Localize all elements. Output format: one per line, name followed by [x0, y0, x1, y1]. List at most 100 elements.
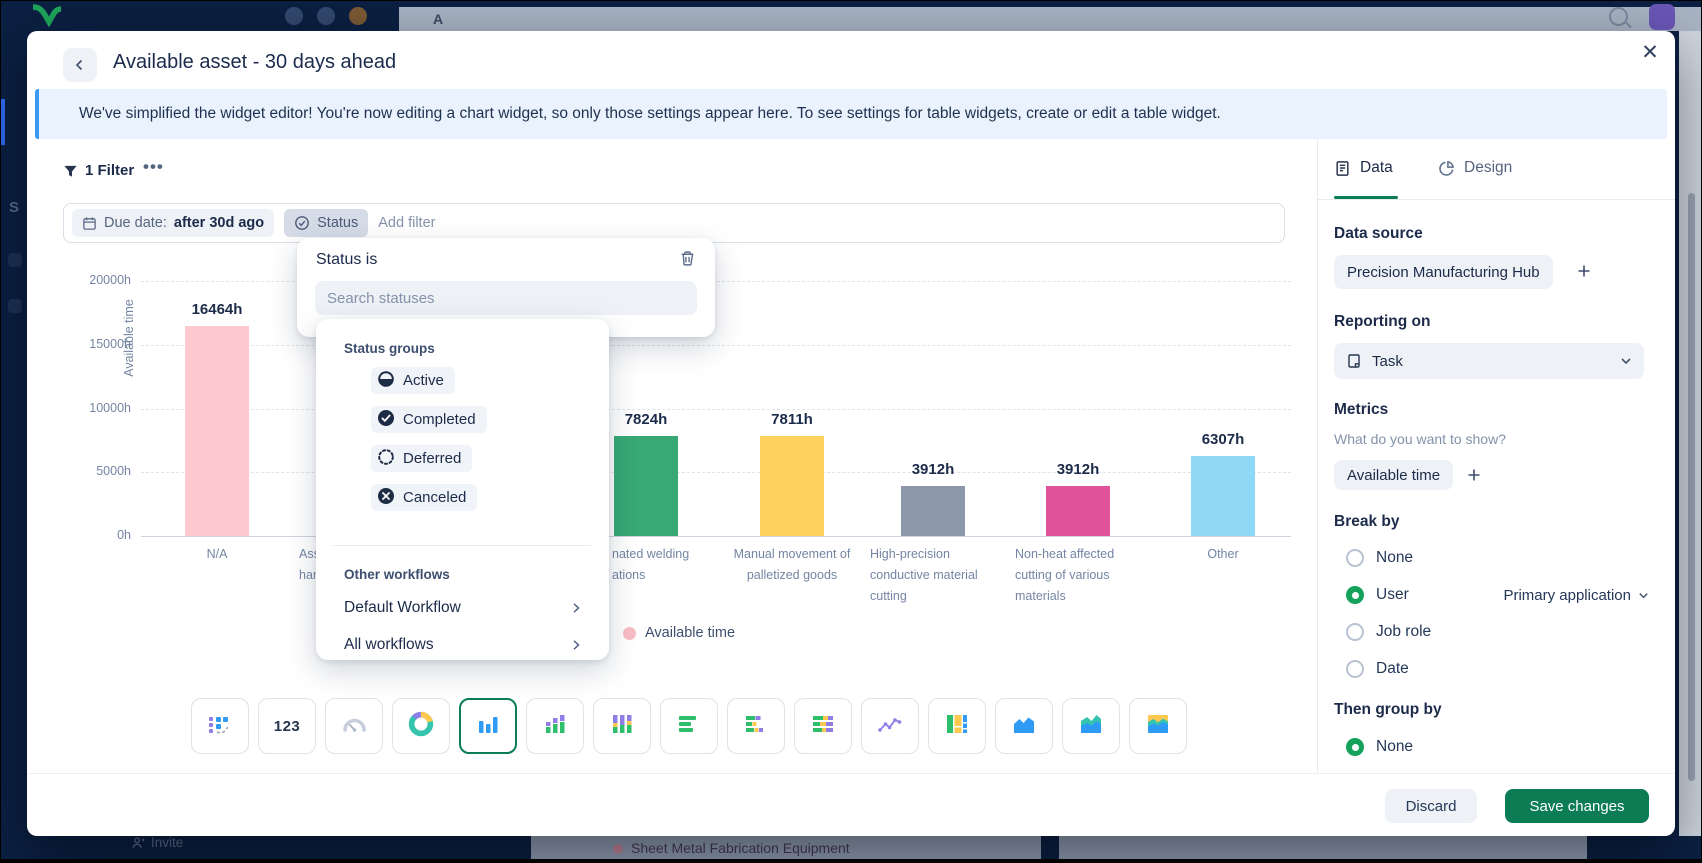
data-source-heading: Data source: [1334, 225, 1423, 242]
add-data-source-button[interactable]: [1573, 260, 1595, 282]
radio-selected-icon[interactable]: [1346, 738, 1364, 756]
discard-button[interactable]: Discard: [1385, 789, 1477, 823]
tab-design[interactable]: Design: [1438, 159, 1512, 177]
bar-value-label: 16464h: [191, 301, 243, 318]
bar[interactable]: [1191, 456, 1255, 536]
chart-type-donut[interactable]: [392, 698, 450, 754]
bar[interactable]: [185, 326, 249, 536]
status-option-active[interactable]: Active: [371, 367, 455, 394]
chart-type-column-stacked[interactable]: [526, 698, 584, 754]
sidebar-divider: [1317, 139, 1318, 773]
x-axis-label: palletized goods: [746, 568, 838, 582]
calendar-icon: [83, 216, 96, 230]
user-field-select[interactable]: Primary application: [1503, 587, 1649, 604]
break-by-option-date[interactable]: Date: [1346, 660, 1649, 678]
x-axis-label: conductive material: [870, 568, 978, 582]
workflow-item[interactable]: All workflows: [344, 636, 582, 654]
x-axis-label: cutting of various: [1015, 568, 1110, 582]
add-metric-button[interactable]: [1463, 464, 1485, 486]
chevron-down-icon: [1621, 358, 1631, 365]
table-chart-icon: [205, 709, 235, 744]
chart-type-line[interactable]: [861, 698, 919, 754]
status-option-canceled[interactable]: Canceled: [371, 484, 478, 511]
bar[interactable]: [1046, 486, 1110, 536]
status-filter-chip[interactable]: Status: [284, 209, 369, 237]
x-axis-line: [141, 536, 1291, 537]
x-axis-label: Other: [1207, 547, 1239, 561]
then-group-by-option-none[interactable]: None: [1346, 738, 1649, 756]
status-canceled-icon: [377, 487, 395, 509]
back-button[interactable]: [63, 48, 97, 82]
bar-value-label: 7824h: [624, 411, 668, 428]
break-by-option-user[interactable]: User Primary application: [1346, 586, 1649, 604]
chart-type-bar[interactable]: [660, 698, 718, 754]
radio-icon[interactable]: [1346, 549, 1364, 567]
status-option-completed[interactable]: Completed: [371, 406, 487, 433]
radio-selected-icon[interactable]: [1346, 586, 1364, 604]
chart-type-mekko[interactable]: [928, 698, 986, 754]
more-options-icon[interactable]: •••: [143, 157, 164, 176]
info-banner: We've simplified the widget editor! You'…: [35, 89, 1667, 139]
chart-type-column-full[interactable]: [593, 698, 651, 754]
status-deferred-icon: [377, 448, 395, 470]
x-axis-label: N/A: [206, 547, 228, 561]
scrollbar-thumb[interactable]: [1688, 193, 1695, 781]
data-source-chip[interactable]: Precision Manufacturing Hub: [1334, 255, 1553, 289]
page-title: Available asset - 30 days ahead: [113, 51, 397, 73]
search-statuses-input[interactable]: [315, 281, 697, 315]
filter-funnel-icon: [63, 164, 78, 184]
bar-value-label: 6307h: [1201, 431, 1245, 448]
trash-icon[interactable]: [679, 250, 696, 272]
status-option-deferred[interactable]: Deferred: [371, 445, 473, 472]
chevron-left-icon: [75, 59, 83, 71]
chart-type-number[interactable]: 123: [258, 698, 316, 754]
bar[interactable]: [614, 436, 678, 536]
help-icon: [317, 7, 335, 25]
active-tab-underline: [1334, 196, 1398, 199]
avatar: [1649, 4, 1675, 30]
area-chart-icon: [1009, 709, 1039, 744]
background-topbar: [399, 7, 1701, 31]
area-stacked-chart-icon: [1076, 709, 1106, 744]
break-by-option-job-role[interactable]: Job role: [1346, 623, 1649, 641]
add-filter-button[interactable]: Add filter: [378, 215, 436, 231]
workflow-item[interactable]: Default Workflow: [344, 599, 582, 617]
break-by-option-none[interactable]: None: [1346, 549, 1649, 567]
chart-type-area[interactable]: [995, 698, 1053, 754]
reporting-on-select[interactable]: Task: [1334, 343, 1644, 379]
widget-editor-modal: Available asset - 30 days ahead ✕ We've …: [27, 31, 1675, 836]
x-axis-label: High-precision: [870, 547, 950, 561]
chart-type-bar-full[interactable]: [794, 698, 852, 754]
tabs-border: [1317, 199, 1675, 200]
screen-edge: [1, 859, 1701, 862]
invite-button: Invite: [131, 835, 183, 850]
radio-icon[interactable]: [1346, 623, 1364, 641]
bar-value-label: 3912h: [1056, 461, 1100, 478]
sidebar-icon: [8, 253, 22, 267]
radio-icon[interactable]: [1346, 660, 1364, 678]
x-axis-label: ations: [612, 568, 646, 582]
due-date-filter-chip[interactable]: Due date: after 30d ago: [72, 209, 275, 237]
sidebar-icon: [8, 299, 22, 313]
chart-type-area-full[interactable]: [1129, 698, 1187, 754]
tab-data[interactable]: Data: [1334, 159, 1393, 177]
chart-type-bar-stacked[interactable]: [727, 698, 785, 754]
status-active-icon: [377, 370, 395, 392]
chart-type-column[interactable]: [459, 698, 517, 754]
y-tick-label: 20000h: [89, 273, 131, 287]
bar[interactable]: [901, 486, 965, 536]
close-icon[interactable]: ✕: [1641, 40, 1659, 64]
number-chart-icon: 123: [273, 717, 301, 735]
metric-chip[interactable]: Available time: [1334, 460, 1454, 490]
column-stacked-chart-icon: [540, 709, 570, 744]
chart-type-table[interactable]: [191, 698, 249, 754]
background-panel: [1059, 836, 1587, 862]
background-sidebar-letter: S: [9, 199, 20, 216]
save-changes-button[interactable]: Save changes: [1505, 789, 1649, 823]
chart-type-area-stacked[interactable]: [1062, 698, 1120, 754]
chart-type-gauge[interactable]: [325, 698, 383, 754]
bar[interactable]: [760, 436, 824, 536]
then-group-by-heading: Then group by: [1334, 701, 1442, 718]
plus-icon: [1468, 469, 1480, 481]
